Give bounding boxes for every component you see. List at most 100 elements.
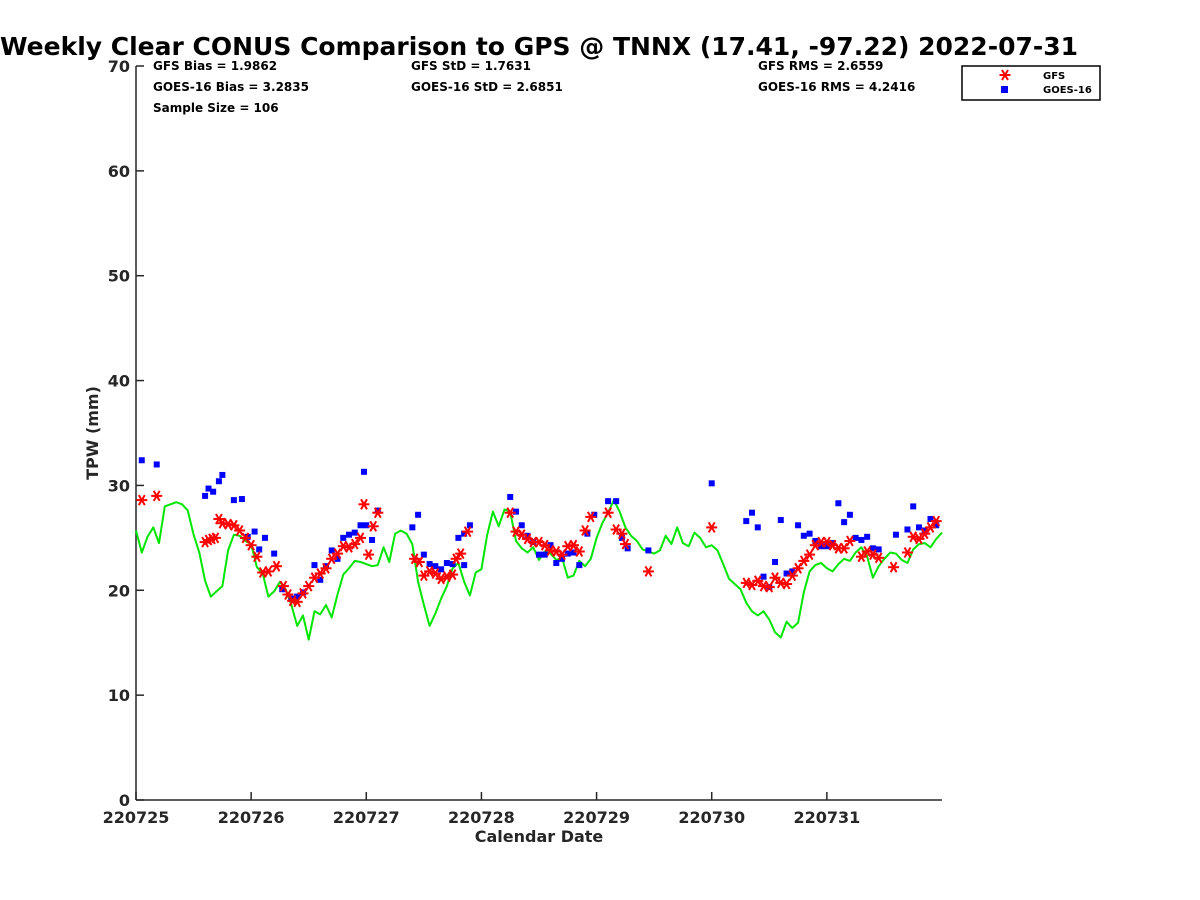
goes16-point [215,478,222,485]
goes16-point [524,532,531,539]
goes16-point [841,519,848,526]
x-axis-label: Calendar Date [475,827,604,846]
goes16-point [910,503,917,510]
gps-series [135,499,943,641]
legend-box [961,65,1101,101]
goes16-point [754,524,761,531]
gfs-point [362,548,376,561]
goes16-point [547,542,554,549]
goes16-point [449,561,456,568]
stat-gfs-bias: GFS Bias = 1.9862 [153,59,277,73]
legend-goes16-marker [1001,86,1008,93]
goes16-point [743,518,750,525]
goes16-point [564,550,571,557]
goes16-point [618,534,625,541]
gfs-point [705,521,719,534]
goes16-point [777,517,784,524]
goes16-point [138,457,145,464]
goes16-point [420,551,427,558]
goes16-point [328,547,335,554]
goes16-point [823,543,830,550]
stat-gfs-std: GFS StD = 1.7631 [411,59,531,73]
goes16-point [426,561,433,568]
gfs-point [366,520,380,533]
goes16-point [795,522,802,529]
goes16-point [251,528,258,535]
x-tick-label: 220726 [218,808,285,827]
x-tick-label: 220727 [333,808,400,827]
legend-goes16-label: GOES-16 [1043,85,1092,96]
goes16-point [317,576,324,583]
goes16-point [915,524,922,531]
goes16-point [846,511,853,518]
goes16-point [772,558,779,565]
goes16-point [507,493,514,500]
goes16-point [432,563,439,570]
goes16-point [334,555,341,562]
goes16-point [553,560,560,567]
goes16-point [230,497,237,504]
x-tick-label: 220728 [448,808,515,827]
legend-gfs-label: GFS [1043,71,1065,82]
goes16-point [210,488,217,495]
goes16-point [244,533,251,540]
stat-goes-rms: GOES-16 RMS = 4.2416 [758,80,915,94]
goes16-point [340,534,347,541]
goes16-point [512,508,519,515]
goes16-point [708,480,715,487]
goes16-point [852,534,859,541]
goes16-point [875,546,882,553]
x-tick-label: 220729 [563,808,630,827]
goes16-point [605,498,612,505]
x-tick-label: 220731 [793,808,860,827]
goes16-point [374,507,381,514]
y-tick-label: 50 [108,267,130,286]
goes16-point [357,522,364,529]
goes16-point [415,511,422,518]
goes16-point [271,550,278,557]
goes16-point [645,547,652,554]
y-tick-label: 30 [108,476,130,495]
goes16-point [256,546,263,553]
goes16-point [536,551,542,558]
legend: GFS GOES-16 [961,65,1101,101]
goes16-point [438,566,445,573]
gfs-point [135,494,149,507]
goes16-point [466,522,473,529]
goes16-point [933,522,940,529]
y-tick-label: 10 [108,686,130,705]
goes16-point [800,532,807,539]
goes16-point [311,562,318,569]
y-tick-label: 20 [108,581,130,600]
goes16-point [904,526,911,533]
x-ticks: 220725 220726 220727 220728 220729 220730 2207… [103,792,860,827]
goes16-point [783,570,790,577]
goes16-point [760,573,767,580]
goes16-point [570,549,577,556]
gfs-point [270,560,283,573]
goes16-point [461,562,468,569]
goes16-point [576,562,583,569]
goes16-point [238,496,245,503]
y-tick-label: 40 [108,372,130,391]
goes16-point [369,536,376,543]
chart-title: Weekly Clear CONUS Comparison to GPS @ T… [0,32,1078,61]
y-tick-label: 0 [119,791,130,810]
gfs-point [887,561,901,574]
gfs-point [150,489,164,502]
goes16-point [927,515,934,522]
goes16-point [864,533,871,540]
goes16-point [363,522,370,529]
goes16-point [461,530,468,537]
y-ticks: 0 10 20 30 40 50 60 70 [108,57,144,810]
goes16-point [818,543,825,550]
goes16-point [518,522,525,529]
goes16-point [360,468,367,475]
goes16-point [892,531,899,538]
goes16-point [591,511,598,518]
goes16-point [869,545,876,552]
goes16-point [443,560,450,567]
stat-gfs-rms: GFS RMS = 2.6559 [758,59,883,73]
gfs-point [641,565,655,578]
